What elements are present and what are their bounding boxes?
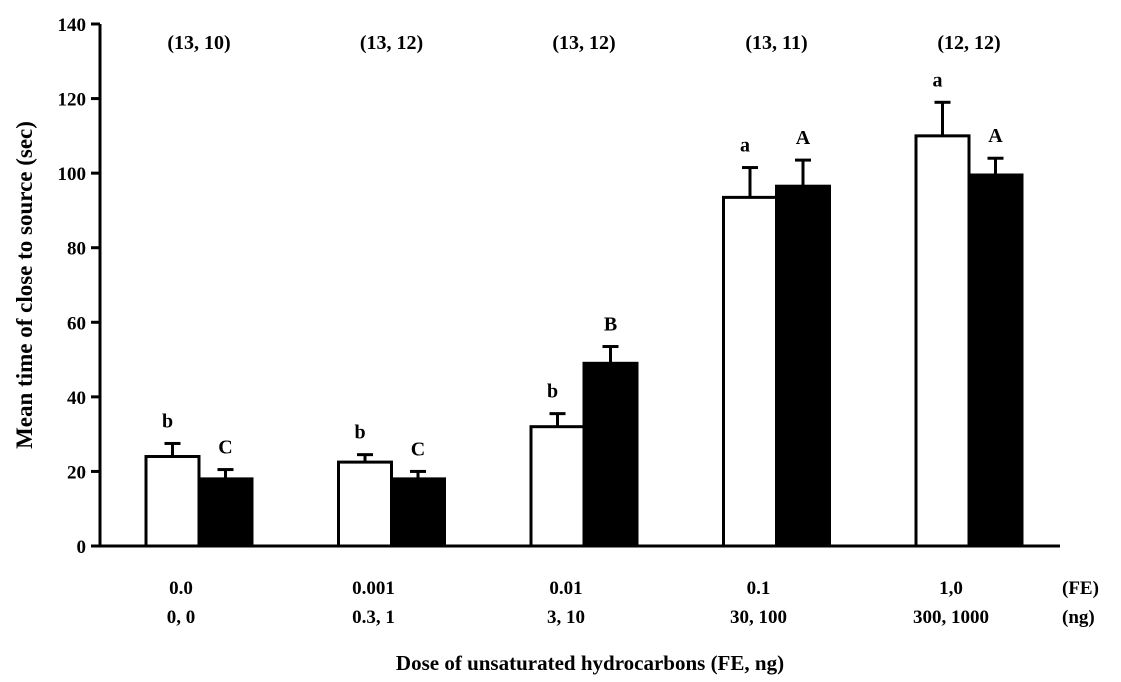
x-tick-label-fe: 0.0	[169, 578, 193, 599]
bar	[967, 173, 1024, 548]
y-tick-label: 140	[58, 15, 87, 36]
bar	[197, 477, 254, 548]
bar	[722, 195, 778, 548]
sample-size-label: (12, 12)	[937, 32, 1000, 54]
x-tick-label-fe: 1,0	[939, 578, 963, 599]
sample-size-label: (13, 10)	[167, 32, 230, 54]
x-tick-label-fe: 0.01	[549, 578, 582, 599]
x-tick-label-fe: 0.001	[352, 578, 395, 599]
y-tick-label: 0	[77, 537, 87, 558]
significance-letter: a	[933, 69, 943, 91]
significance-letter: A	[988, 125, 1003, 147]
bar	[582, 361, 639, 548]
x-axis-title: Dose of unsaturated hydrocarbons (FE, ng…	[396, 651, 784, 675]
bars: b Cb Cb Ba Aa A	[144, 69, 1024, 548]
sample-size-label: (13, 12)	[552, 32, 615, 54]
bar	[914, 134, 971, 548]
x-tick-label-fe: 0.1	[747, 578, 771, 599]
sample-size-label: (13, 12)	[360, 32, 423, 54]
x-tick-labels: 0.0 0, 0 0.001 0.3, 1 0.01 3, 10 0.1 30, 100 1,0…	[167, 578, 989, 628]
x-tick-label-ng: 0.3, 1	[352, 607, 395, 628]
bar	[775, 184, 831, 548]
x-tick-label-ng: 30, 100	[730, 607, 787, 628]
significance-letter: B	[604, 314, 617, 336]
bar	[337, 460, 393, 548]
y-tick-label: 40	[67, 388, 86, 409]
significance-letter: b	[162, 410, 173, 432]
significance-letter: b	[354, 422, 365, 444]
significance-letter: b	[547, 381, 558, 403]
y-tick-label: 100	[58, 164, 87, 185]
sample-size-labels: (13, 10) (13, 12) (13, 12) (13, 11) (12, 12)	[167, 32, 1000, 54]
y-tick-label: 60	[67, 313, 86, 334]
y-ticks: 0 20 40 60 80 100 120 140	[58, 15, 100, 558]
significance-letter: C	[411, 438, 425, 460]
significance-letter: a	[740, 135, 750, 157]
row-unit-fe: (FE)	[1062, 578, 1099, 599]
row-unit-ng: (ng)	[1062, 607, 1095, 628]
bar	[390, 477, 446, 548]
y-tick-label: 120	[58, 90, 87, 111]
y-tick-label: 80	[67, 239, 86, 260]
x-tick-label-ng: 3, 10	[547, 607, 585, 628]
x-tick-label-ng: 0, 0	[167, 607, 196, 628]
significance-letter: A	[796, 127, 811, 149]
bar	[144, 455, 201, 548]
significance-letter: C	[218, 437, 232, 459]
y-tick-label: 20	[67, 462, 86, 483]
y-axis-title: Mean time of close to source (sec)	[12, 121, 37, 449]
bar	[529, 425, 586, 548]
sample-size-label: (13, 11)	[745, 32, 807, 54]
x-tick-label-ng: 300, 1000	[913, 607, 989, 628]
